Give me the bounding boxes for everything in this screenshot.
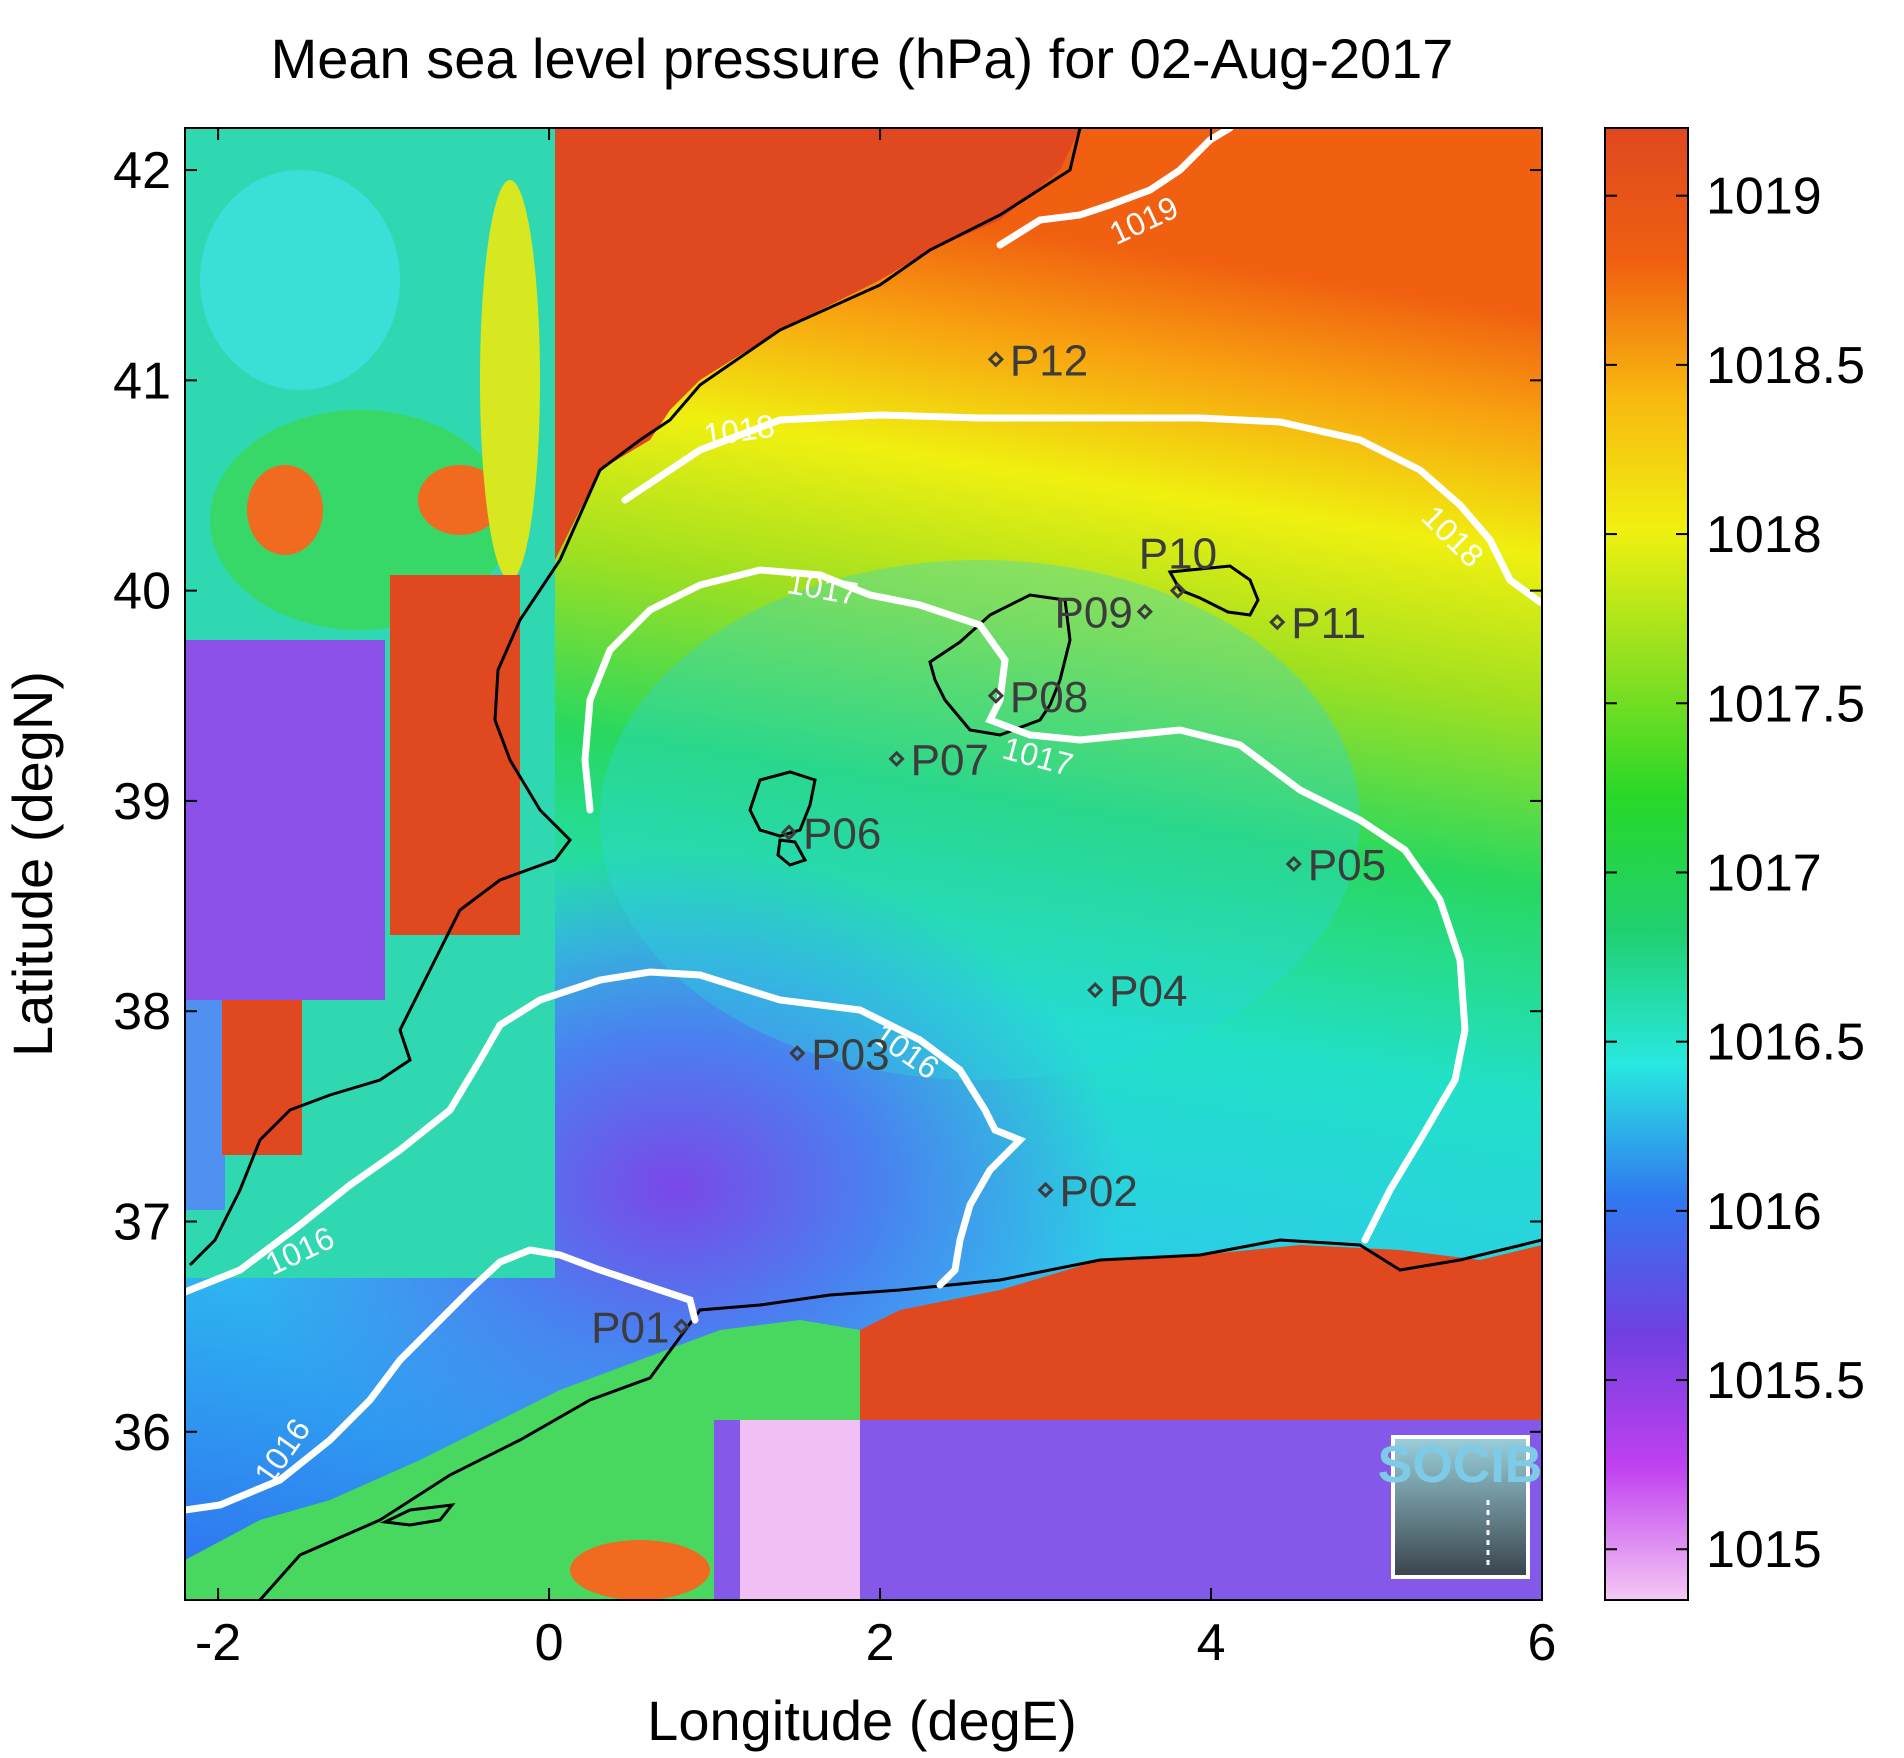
x-axis-label: Longitude (degE) [647, 1689, 1077, 1752]
isobar-1016-inner [185, 1246, 699, 1514]
x-tick-label: 0 [535, 1614, 564, 1672]
station-label: P07 [911, 736, 989, 785]
station-marker-icon [780, 824, 798, 841]
africa-coastline [258, 1238, 1542, 1600]
station-label: P01 [591, 1304, 669, 1353]
mallorca-coastline [928, 593, 1072, 737]
socib-logo: SOCIB [1378, 1435, 1543, 1579]
x-tick-label: 6 [1528, 1614, 1557, 1672]
iberia-high-block-north [555, 128, 1080, 560]
colorbar-tick-label: 1016.5 [1706, 1014, 1865, 1072]
iberia-high-block-south [222, 1000, 302, 1155]
y-axis-ticks: 36 37 38 39 40 41 42 [113, 142, 1542, 1462]
station-label: P05 [1308, 841, 1386, 890]
colorbar-tick-label: 1017.5 [1706, 675, 1865, 733]
station-marker-icon [888, 750, 905, 767]
station-marker-icon [1037, 1181, 1054, 1199]
colorbar-tick-label: 1016 [1706, 1183, 1822, 1241]
isobar-1017 [581, 566, 1469, 1244]
y-tick-label: 37 [113, 1193, 171, 1251]
station-label: P06 [803, 809, 881, 858]
iberia-violet-patch [185, 640, 385, 1000]
colorbar-tick-label: 1019 [1706, 168, 1822, 226]
africa-orange-patch [570, 1540, 710, 1600]
station-label: P04 [1109, 967, 1187, 1016]
station-p02[interactable]: P02 [1037, 1167, 1138, 1216]
station-marker-icon [1087, 982, 1104, 999]
plot-frame [184, 127, 1543, 1601]
isobar-1019 [996, 128, 1234, 249]
x-axis-ticks: -2 0 2 4 6 [195, 128, 1556, 1672]
station-marker-icon [1285, 855, 1302, 873]
station-marker-icon [789, 1045, 806, 1062]
iberia-yellow-strip [480, 180, 540, 580]
y-tick-label: 41 [113, 352, 171, 410]
africa-high-block [860, 1245, 1542, 1420]
colorbar-tick-label: 1018 [1706, 506, 1822, 564]
station-marker-icon [1136, 603, 1153, 620]
iberia-coastline [188, 128, 1082, 1267]
station-label: P08 [1010, 673, 1088, 722]
colorbar-tick-label: 1015 [1706, 1521, 1822, 1579]
station-p09[interactable]: P09 [1055, 589, 1153, 638]
isobars [185, 128, 1542, 1514]
ibiza-coastline [748, 770, 817, 838]
africa-pink-block [740, 1420, 860, 1600]
y-tick-label: 38 [113, 983, 171, 1041]
x-tick-label: 4 [1197, 1614, 1226, 1672]
station-p04[interactable]: P04 [1087, 967, 1187, 1016]
logo-text: SOCIB [1378, 1436, 1543, 1494]
station-label: P11 [1291, 599, 1366, 648]
iberia-high-block-mid [390, 575, 520, 935]
station-marker-icon [987, 687, 1005, 704]
station-label: P12 [1010, 336, 1088, 385]
station-p01[interactable]: P01 [591, 1304, 690, 1353]
station-p08[interactable]: P08 [987, 673, 1088, 722]
coastlines [188, 128, 1542, 1600]
y-tick-label: 36 [113, 1404, 171, 1462]
colorbar-tick-label: 1017 [1706, 844, 1822, 902]
central-cyan-area [600, 560, 1360, 1080]
station-marker-icon [987, 351, 1005, 368]
station-marker-icon [1269, 614, 1286, 631]
colorbar-ticks: 1015 1015.5 1016 1016.5 1017 1017.5 1018 1018.5… [1605, 168, 1865, 1579]
formentera-coastline [776, 838, 808, 867]
station-marker-icon [1169, 582, 1187, 599]
colorbar [1604, 127, 1689, 1601]
isobar-1016-outer [185, 968, 1027, 1296]
y-tick-label: 42 [113, 142, 171, 200]
logo-frame [1391, 1435, 1530, 1579]
station-label: P10 [1139, 530, 1217, 579]
map-title: Mean sea level pressure (hPa) for 02-Aug… [271, 27, 1454, 90]
x-tick-label: -2 [195, 1614, 241, 1672]
colorbar-tick-label: 1015.5 [1706, 1352, 1865, 1410]
station-p10[interactable]: P10 [1139, 530, 1217, 599]
menorca-coastline [1167, 564, 1260, 617]
y-tick-label: 40 [113, 563, 171, 621]
station-marker-icon [673, 1318, 690, 1335]
iberia-cyan-patch [200, 170, 400, 390]
y-axis-label: Latitude (degN) [1, 671, 64, 1057]
station-p05[interactable]: P05 [1285, 841, 1386, 890]
station-p06[interactable]: P06 [780, 809, 881, 858]
station-p12[interactable]: P12 [987, 336, 1088, 385]
colorbar-tick-label: 1018.5 [1706, 337, 1865, 395]
station-p07[interactable]: P07 [888, 736, 989, 785]
iberia-orange-patch-a [247, 465, 323, 555]
station-label: P09 [1055, 589, 1133, 638]
station-p03[interactable]: P03 [789, 1030, 890, 1079]
station-label: P03 [811, 1030, 889, 1079]
isobar-1018 [621, 411, 1542, 606]
station-p11[interactable]: P11 [1269, 599, 1366, 648]
alboran-coastline [379, 1503, 456, 1527]
y-tick-label: 39 [113, 773, 171, 831]
x-tick-label: 2 [866, 1614, 895, 1672]
iberia-orange-patch-b [418, 465, 502, 535]
iberia-blue-patch [185, 1000, 225, 1210]
station-label: P02 [1060, 1167, 1138, 1216]
